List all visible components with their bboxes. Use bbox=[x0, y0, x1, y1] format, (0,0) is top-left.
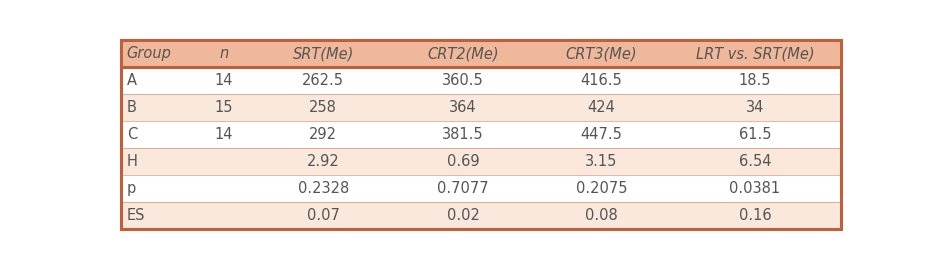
Text: 18.5: 18.5 bbox=[739, 73, 771, 88]
Text: ES: ES bbox=[127, 209, 145, 223]
Text: n: n bbox=[219, 46, 229, 61]
Text: 0.2075: 0.2075 bbox=[576, 181, 628, 196]
Text: 34: 34 bbox=[746, 100, 764, 115]
Text: 416.5: 416.5 bbox=[581, 73, 622, 88]
Text: 0.08: 0.08 bbox=[585, 209, 618, 223]
Text: 15: 15 bbox=[215, 100, 234, 115]
Text: 0.07: 0.07 bbox=[307, 209, 340, 223]
Text: 0.0381: 0.0381 bbox=[730, 181, 780, 196]
Text: 6.54: 6.54 bbox=[739, 154, 771, 169]
Text: B: B bbox=[127, 100, 137, 115]
FancyBboxPatch shape bbox=[121, 148, 840, 175]
FancyBboxPatch shape bbox=[121, 202, 840, 229]
Text: 3.15: 3.15 bbox=[585, 154, 617, 169]
Text: 14: 14 bbox=[215, 73, 234, 88]
FancyBboxPatch shape bbox=[121, 175, 840, 202]
Text: C: C bbox=[127, 127, 137, 142]
Text: 61.5: 61.5 bbox=[739, 127, 771, 142]
Text: 0.02: 0.02 bbox=[446, 209, 479, 223]
Text: 424: 424 bbox=[587, 100, 615, 115]
Text: 0.2328: 0.2328 bbox=[297, 181, 349, 196]
FancyBboxPatch shape bbox=[121, 94, 840, 121]
Text: CRT2(Me): CRT2(Me) bbox=[428, 46, 499, 61]
Text: CRT3(Me): CRT3(Me) bbox=[566, 46, 637, 61]
Text: 292: 292 bbox=[310, 127, 337, 142]
Text: 2.92: 2.92 bbox=[307, 154, 340, 169]
FancyBboxPatch shape bbox=[121, 67, 840, 94]
Text: 0.7077: 0.7077 bbox=[437, 181, 489, 196]
Text: 0.69: 0.69 bbox=[446, 154, 479, 169]
Text: 381.5: 381.5 bbox=[443, 127, 484, 142]
Text: 360.5: 360.5 bbox=[443, 73, 484, 88]
Text: 258: 258 bbox=[310, 100, 337, 115]
Text: 364: 364 bbox=[449, 100, 477, 115]
Text: 447.5: 447.5 bbox=[581, 127, 622, 142]
Text: LRT vs. SRT(Me): LRT vs. SRT(Me) bbox=[696, 46, 814, 61]
Text: 14: 14 bbox=[215, 127, 234, 142]
Text: H: H bbox=[127, 154, 138, 169]
Text: 0.16: 0.16 bbox=[738, 209, 771, 223]
Text: 262.5: 262.5 bbox=[302, 73, 344, 88]
Text: p: p bbox=[127, 181, 136, 196]
FancyBboxPatch shape bbox=[121, 40, 840, 67]
Text: Group: Group bbox=[127, 46, 172, 61]
FancyBboxPatch shape bbox=[121, 121, 840, 148]
Text: A: A bbox=[127, 73, 137, 88]
Text: SRT(Me): SRT(Me) bbox=[293, 46, 354, 61]
